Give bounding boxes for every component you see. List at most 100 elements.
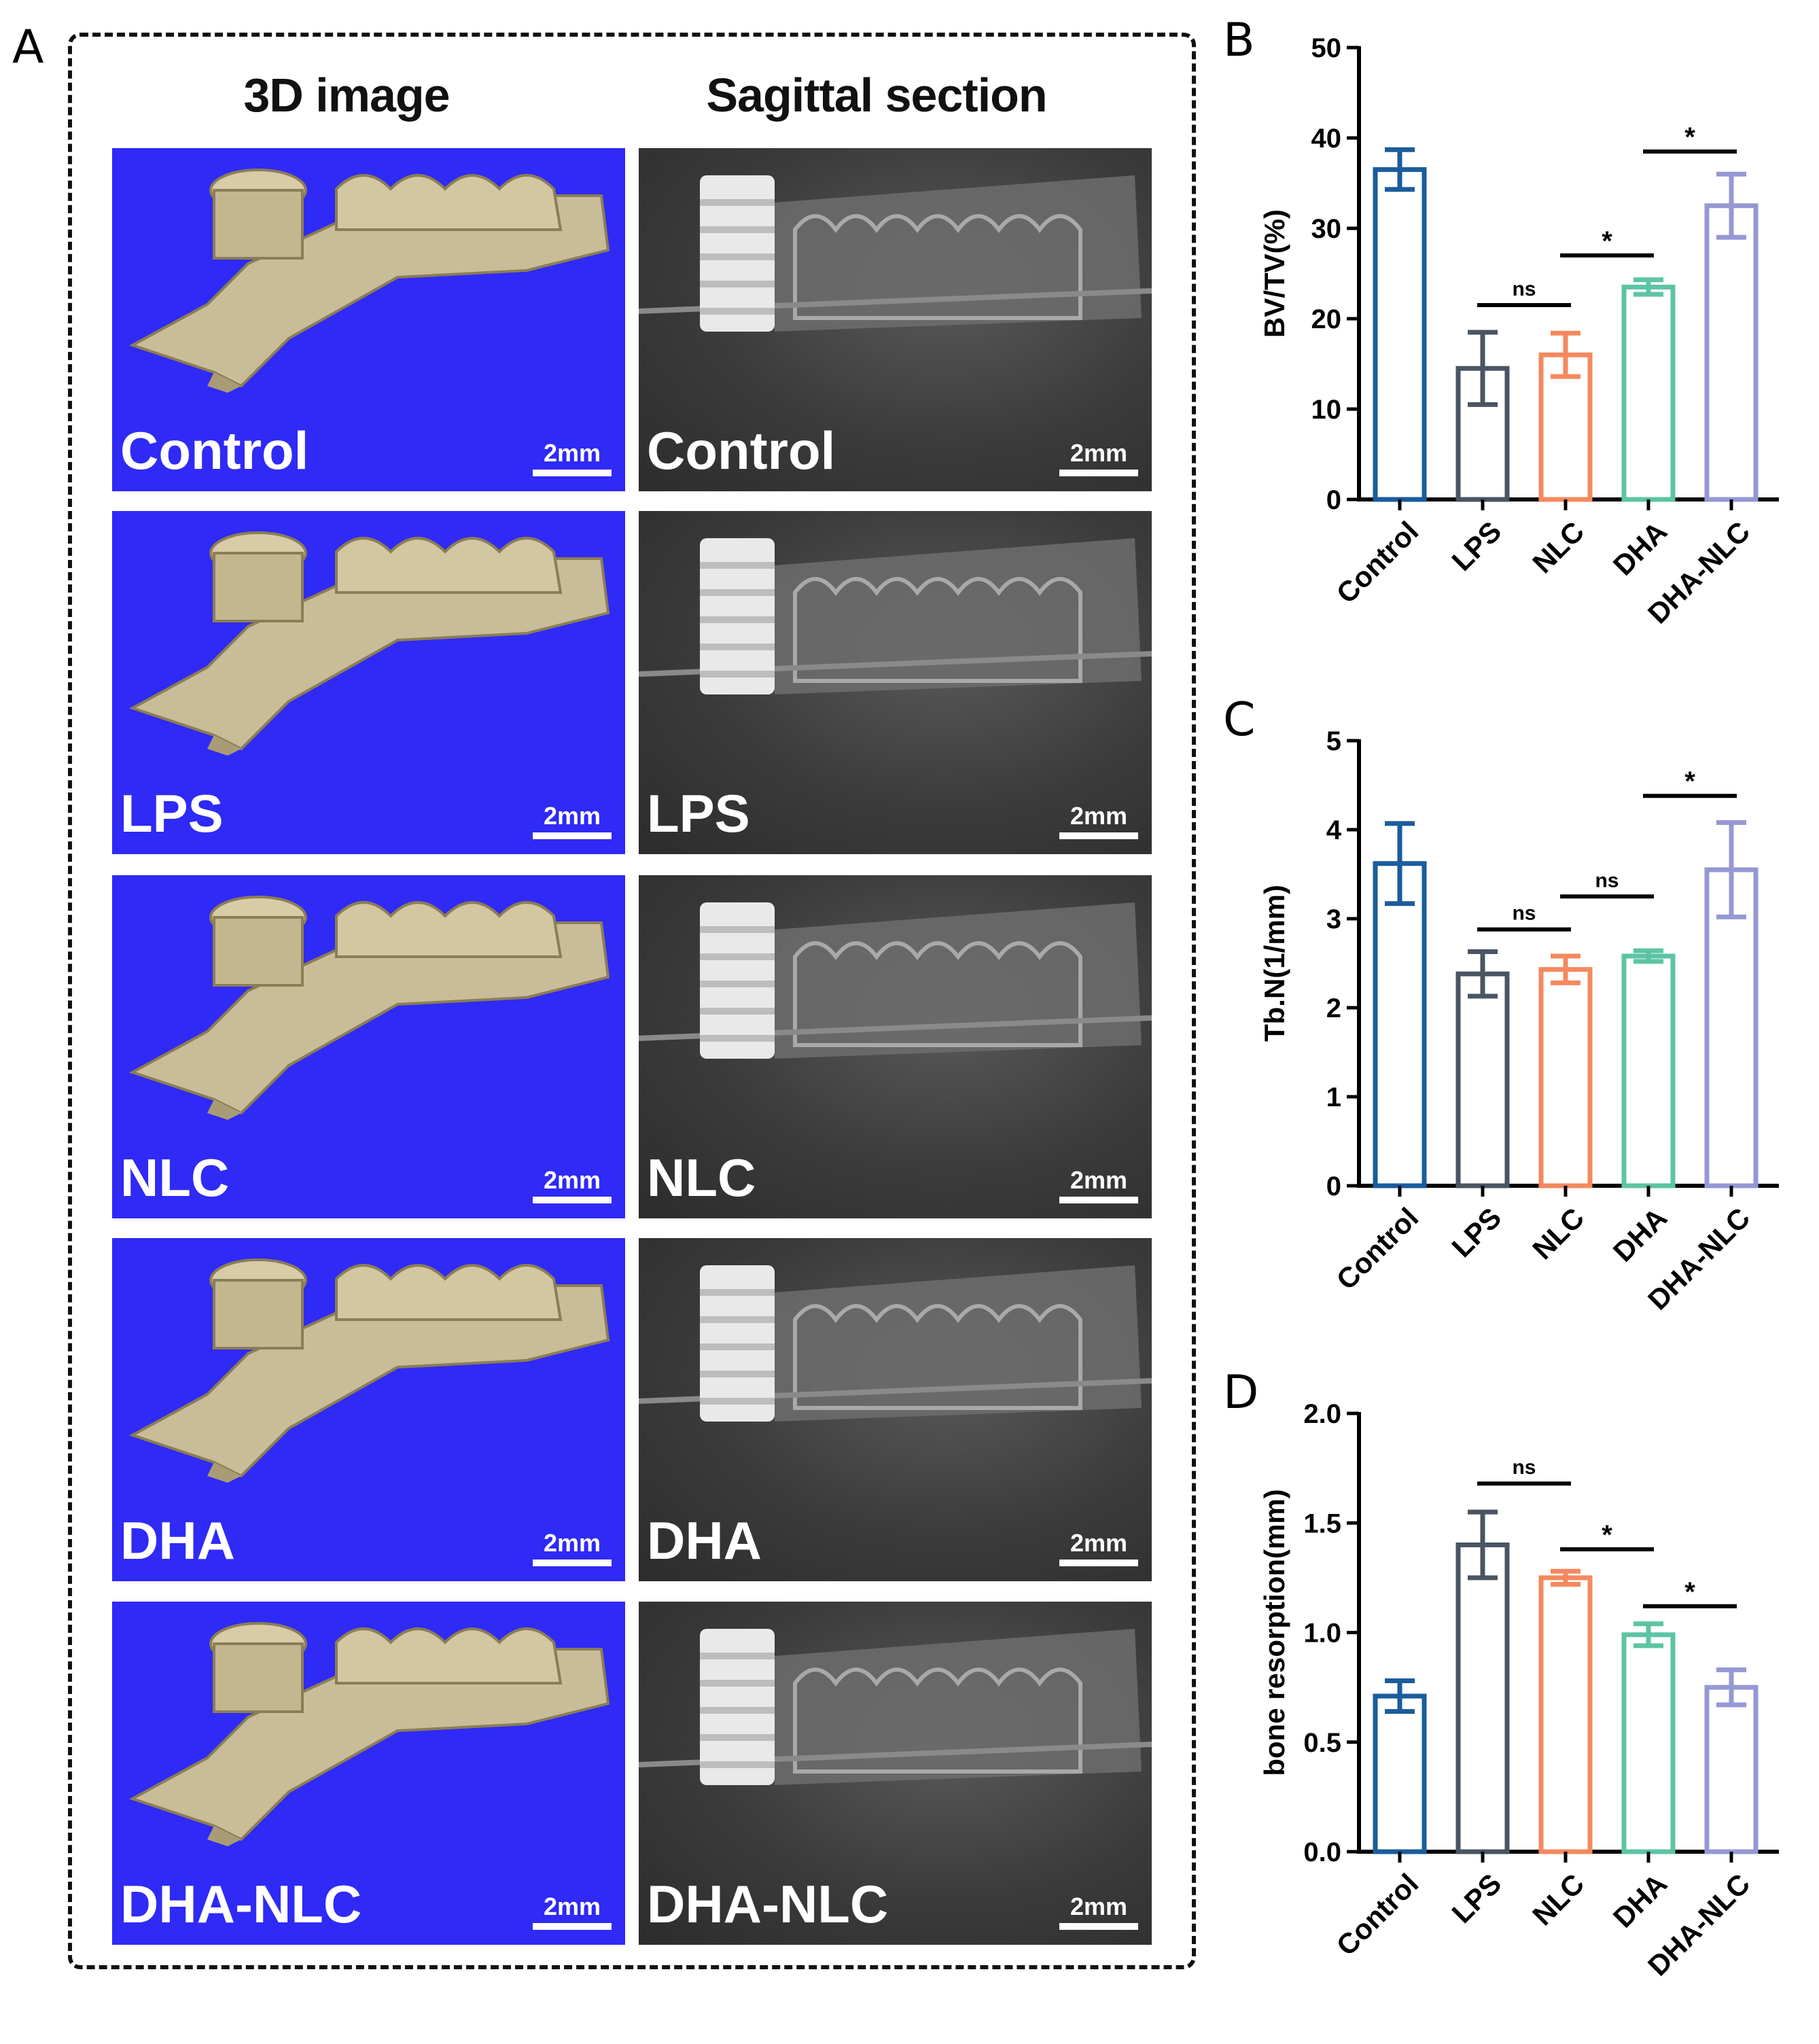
image-label-control: Control (647, 421, 836, 480)
significance-label: ns (1512, 278, 1536, 300)
bar-control (1373, 167, 1427, 502)
image-label-dha: DHA (120, 1511, 235, 1570)
image-sagittal-nlc: NLC 2mm (639, 875, 1152, 1218)
mandible-3d-render (129, 169, 610, 393)
scale-bar-label: 2mm (543, 439, 601, 467)
y-tick-label: 30 (1311, 214, 1342, 244)
bar-dha-nlc (1704, 1685, 1759, 1854)
significance-label: ns (1512, 1456, 1536, 1479)
x-tick-label-dha: DHA (1607, 515, 1674, 582)
bar-dha (1621, 284, 1676, 502)
column-header-sagittal-section: Sagittal section (706, 69, 1047, 122)
mandible-3d-render (129, 1258, 610, 1483)
scale-bar: 2mm (533, 440, 612, 476)
bar-dha (1621, 953, 1676, 1188)
bar-nlc (1538, 967, 1593, 1188)
x-tick-label-lps: LPS (1445, 1201, 1507, 1263)
mandible-ct-slice (639, 1629, 1152, 1785)
scale-bar-label: 2mm (1070, 1529, 1128, 1557)
bar-control (1373, 1693, 1427, 1854)
mandible-ct-slice (639, 902, 1152, 1059)
bar-dha-nlc (1704, 203, 1759, 502)
scale-bar-line (533, 1560, 612, 1566)
y-tick-label: 10 (1311, 395, 1342, 425)
scale-bar-line (533, 1197, 612, 1203)
y-tick-label: 1.0 (1303, 1619, 1341, 1649)
scale-bar-line (533, 1923, 612, 1930)
y-axis-label: bone resorption(mm) (1258, 1489, 1290, 1776)
y-tick-label: 1 (1326, 1082, 1341, 1112)
image-3d-nlc: NLC 2mm (112, 875, 625, 1218)
mandible-3d-render (129, 531, 610, 756)
scale-bar: 2mm (533, 1167, 612, 1203)
scale-bar-label: 2mm (1070, 439, 1128, 467)
y-tick-label: 5 (1326, 726, 1341, 756)
bar-nlc (1538, 1575, 1593, 1854)
panel-label-d: D (1223, 1366, 1259, 1420)
y-tick-label: 4 (1326, 815, 1342, 845)
image-label-dha: DHA (647, 1511, 762, 1570)
scale-bar-label: 2mm (543, 1166, 601, 1194)
bar-chart-bone-resorption: 0.0 0.5 1.0 1.5 2.0 bone resorption(mm) Contro… (1258, 1399, 1779, 1982)
scale-bar: 2mm (1059, 1530, 1138, 1566)
significance-label: * (1602, 1520, 1612, 1550)
scale-bar: 2mm (533, 803, 612, 839)
significance-label: * (1684, 766, 1695, 796)
scale-bar-label: 2mm (543, 1529, 601, 1557)
scale-bar-line (1059, 832, 1138, 839)
bar-control (1373, 861, 1427, 1188)
scale-bar: 2mm (1059, 1893, 1138, 1930)
x-tick-label-nlc: NLC (1526, 515, 1590, 579)
scale-bar: 2mm (1059, 1167, 1138, 1203)
significance-label: ns (1595, 869, 1619, 892)
image-label-nlc: NLC (647, 1148, 756, 1208)
image-label-lps: LPS (120, 783, 224, 843)
x-tick-label-dha: DHA (1607, 1867, 1674, 1934)
scale-bar-label: 2mm (543, 802, 601, 830)
y-tick-label: 0.0 (1303, 1837, 1341, 1867)
image-sagittal-control: Control 2mm (639, 148, 1152, 491)
x-tick-label-nlc: NLC (1526, 1201, 1590, 1265)
scale-bar: 2mm (533, 1530, 612, 1566)
significance-label: * (1602, 226, 1612, 256)
x-tick-label-nlc: NLC (1526, 1867, 1590, 1931)
x-tick-label-lps: LPS (1445, 515, 1507, 577)
y-tick-label: 0 (1326, 1171, 1341, 1201)
scale-bar-label: 2mm (543, 1892, 601, 1920)
image-label-dha-nlc: DHA-NLC (647, 1874, 889, 1934)
x-tick-label-control: Control (1330, 515, 1425, 610)
y-tick-label: 3 (1326, 904, 1341, 934)
bar-lps (1455, 1543, 1510, 1854)
y-tick-label: 20 (1311, 304, 1342, 334)
scale-bar: 2mm (1059, 803, 1138, 839)
panel-label-b: B (1223, 14, 1255, 67)
scale-bar-line (1059, 470, 1138, 476)
mandible-ct-slice (639, 538, 1152, 694)
scale-bar-line (1059, 1197, 1138, 1203)
image-label-lps: LPS (647, 783, 750, 843)
bar-dha (1621, 1632, 1676, 1854)
image-label-dha-nlc: DHA-NLC (120, 1874, 362, 1934)
image-sagittal-dha: DHA 2mm (639, 1238, 1152, 1581)
panel-a-frame (68, 33, 1196, 1969)
mandible-ct-slice (639, 1265, 1152, 1422)
x-tick-label-lps: LPS (1445, 1867, 1507, 1929)
scale-bar: 2mm (533, 1893, 612, 1930)
significance-label: * (1684, 122, 1695, 152)
column-header-3d-image: 3D image (243, 69, 450, 122)
image-3d-lps: LPS 2mm (112, 511, 625, 854)
panel-label-c: C (1223, 693, 1256, 747)
y-tick-label: 2 (1326, 993, 1341, 1023)
y-tick-label: 1.5 (1303, 1509, 1341, 1538)
y-axis-label: BV/TV(%) (1258, 209, 1290, 338)
scale-bar-label: 2mm (1070, 1892, 1128, 1920)
image-3d-dha-nlc: DHA-NLC 2mm (112, 1602, 625, 1945)
significance-label: * (1684, 1577, 1695, 1607)
panel-label-a: A (12, 20, 44, 74)
scale-bar-line (533, 832, 612, 839)
x-tick-label-control: Control (1330, 1867, 1425, 1962)
image-3d-control: Control 2mm (112, 148, 625, 491)
mandible-ct-slice (639, 175, 1152, 332)
scale-bar-label: 2mm (1070, 802, 1128, 830)
image-label-nlc: NLC (120, 1148, 230, 1208)
